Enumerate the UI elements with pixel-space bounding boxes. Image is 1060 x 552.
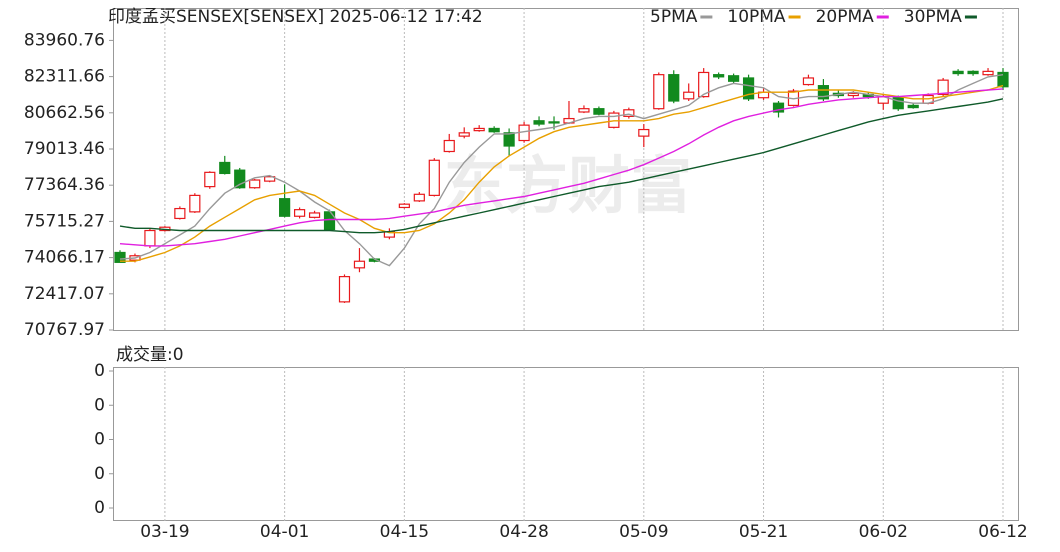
y-tick-label: 75715.27 xyxy=(24,211,105,231)
candle-body xyxy=(428,159,440,196)
x-tick-label: 03-19 xyxy=(140,522,189,542)
x-tick-label: 05-09 xyxy=(619,522,668,542)
y-tick-label: 74066.17 xyxy=(24,248,105,268)
candle-body xyxy=(533,120,545,125)
candle-body xyxy=(488,127,500,133)
candle-body xyxy=(144,229,156,247)
volume-plot-frame xyxy=(113,367,1019,521)
y-tick-label: 83960.76 xyxy=(24,30,105,50)
candle-body xyxy=(638,128,650,137)
candle-body xyxy=(578,108,590,113)
candle-body xyxy=(293,209,306,217)
ma-line xyxy=(119,74,1004,267)
candle-body xyxy=(473,127,485,132)
candle-body xyxy=(892,97,904,110)
candle-body xyxy=(713,74,725,78)
candle-body xyxy=(458,132,470,137)
main-plot-frame xyxy=(113,8,1019,331)
ma-line xyxy=(120,84,1004,262)
y-tick-label: 79013.46 xyxy=(24,139,105,159)
y-tick-label: 77364.36 xyxy=(24,175,105,195)
candle-body xyxy=(698,71,710,98)
candle-body xyxy=(952,70,964,75)
candle-body xyxy=(847,92,859,97)
y-tick-label: 0 xyxy=(94,464,105,484)
candle-body xyxy=(548,121,560,124)
candle-body xyxy=(802,77,815,86)
candle-body xyxy=(937,79,949,96)
y-tick-label: 72417.07 xyxy=(24,284,105,304)
candle-body xyxy=(772,102,785,113)
candle-body xyxy=(398,203,410,209)
candle-body xyxy=(308,212,321,218)
candle-body xyxy=(174,207,186,220)
candle-body xyxy=(503,132,515,147)
legend-label: 30PMA xyxy=(904,7,963,27)
y-tick-label: 0 xyxy=(94,498,105,518)
candle-body xyxy=(967,70,979,75)
y-tick-label: 82311.66 xyxy=(24,67,105,87)
candle-body xyxy=(204,171,216,188)
x-tick-label: 06-12 xyxy=(978,522,1027,542)
candle-body xyxy=(264,176,276,182)
y-tick-label: 0 xyxy=(94,361,105,381)
candle-body xyxy=(907,104,919,109)
x-tick-label: 04-15 xyxy=(380,522,429,542)
y-tick-label: 70767.97 xyxy=(24,320,105,340)
x-tick-label: 04-01 xyxy=(260,522,309,542)
candle-body xyxy=(114,251,126,263)
legend-label: 5PMA xyxy=(650,7,698,27)
candle-body xyxy=(234,169,246,189)
candle-body xyxy=(189,194,201,213)
ma-line xyxy=(119,98,1004,234)
candle-body xyxy=(219,161,231,175)
chart-title: 印度孟买SENSEX[SENSEX] 2025-06-12 17:42 xyxy=(108,7,483,27)
legend-label: 10PMA xyxy=(727,7,786,27)
legend-label: 20PMA xyxy=(816,7,875,27)
candle-body xyxy=(413,193,425,202)
candle-body xyxy=(997,71,1009,88)
candle-body xyxy=(728,75,740,82)
candle-body xyxy=(249,179,261,189)
x-tick-label: 05-21 xyxy=(739,522,788,542)
candle-body xyxy=(742,77,755,100)
candle-body xyxy=(338,276,351,303)
candle-body xyxy=(817,85,830,100)
x-tick-label: 06-02 xyxy=(859,522,908,542)
y-tick-label: 0 xyxy=(94,395,105,415)
candle-body xyxy=(683,91,695,100)
candle-body xyxy=(982,70,994,76)
candle-body xyxy=(668,74,680,102)
candle-body xyxy=(443,139,455,153)
candle-body xyxy=(353,260,366,269)
volume-title: 成交量:0 xyxy=(116,345,184,365)
y-tick-label: 80662.56 xyxy=(24,103,105,123)
candle-body xyxy=(623,109,635,117)
candle-body xyxy=(279,198,291,217)
y-tick-label: 0 xyxy=(94,430,105,450)
x-tick-label: 04-28 xyxy=(499,522,548,542)
candle-body xyxy=(653,74,665,110)
candle-body xyxy=(593,108,605,115)
